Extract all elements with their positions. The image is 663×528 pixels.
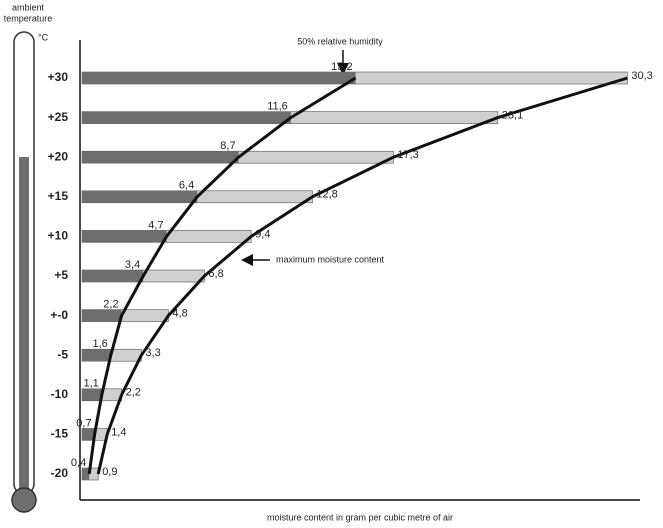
annotation: maximum moisture content bbox=[276, 254, 385, 264]
value-label: 4,8 bbox=[172, 308, 187, 320]
value-label: 23,1 bbox=[502, 110, 523, 122]
bar bbox=[82, 468, 89, 480]
thermometer-bulb bbox=[12, 488, 36, 512]
y-tick-label: -20 bbox=[51, 466, 69, 480]
y-tick-label: +-0 bbox=[50, 308, 68, 322]
value-label: 2,2 bbox=[126, 387, 141, 399]
y-tick-label: +5 bbox=[54, 268, 68, 282]
value-label: 6,8 bbox=[208, 268, 223, 280]
value-label: 3,4 bbox=[125, 259, 140, 271]
bar bbox=[82, 230, 167, 242]
y-tick-label: +30 bbox=[48, 70, 69, 84]
value-label: 0,7 bbox=[76, 417, 91, 429]
value-label: 1,4 bbox=[111, 426, 126, 438]
heading-line: temperature bbox=[4, 13, 53, 23]
value-label: 15,2 bbox=[331, 61, 352, 73]
value-label: 4,7 bbox=[148, 219, 163, 231]
value-label: 9,4 bbox=[255, 228, 270, 240]
value-label: 11,6 bbox=[267, 101, 288, 113]
value-label: 6,4 bbox=[179, 180, 194, 192]
value-label: 1,6 bbox=[93, 338, 108, 350]
y-tick-label: +20 bbox=[48, 149, 69, 163]
bar bbox=[82, 389, 102, 401]
y-tick-label: +10 bbox=[48, 229, 69, 243]
bar bbox=[82, 349, 111, 361]
value-label: 3,3 bbox=[145, 347, 160, 359]
heading-line: ambient bbox=[12, 2, 45, 12]
bar bbox=[82, 151, 239, 163]
y-tick-label: +15 bbox=[48, 189, 69, 203]
chart: ambient temperature °C moisture content … bbox=[0, 0, 663, 528]
y-tick-label: -5 bbox=[57, 347, 68, 361]
value-label: 8,7 bbox=[220, 140, 235, 152]
value-label: 2,2 bbox=[103, 299, 118, 311]
y-tick-label: -15 bbox=[51, 427, 69, 441]
value-label: 17,3 bbox=[397, 149, 418, 161]
bar bbox=[82, 191, 197, 203]
value-label: 12,8 bbox=[316, 189, 337, 201]
value-label: 1,1 bbox=[84, 378, 99, 390]
y-tick-label: -10 bbox=[51, 387, 69, 401]
bar bbox=[82, 72, 356, 84]
x-axis-label: moisture content in gram per cubic metre… bbox=[267, 512, 453, 522]
bar bbox=[82, 270, 143, 282]
value-label: 30,3 bbox=[631, 70, 652, 82]
annotation: 50% relative humidity bbox=[297, 36, 383, 46]
value-label: 0,4 bbox=[71, 457, 86, 469]
unit: °C bbox=[38, 32, 49, 42]
y-tick-label: +25 bbox=[48, 110, 69, 124]
thermometer-fill bbox=[19, 157, 29, 497]
bar bbox=[82, 112, 291, 124]
bar bbox=[82, 310, 122, 322]
value-label: 0,9 bbox=[102, 466, 117, 478]
